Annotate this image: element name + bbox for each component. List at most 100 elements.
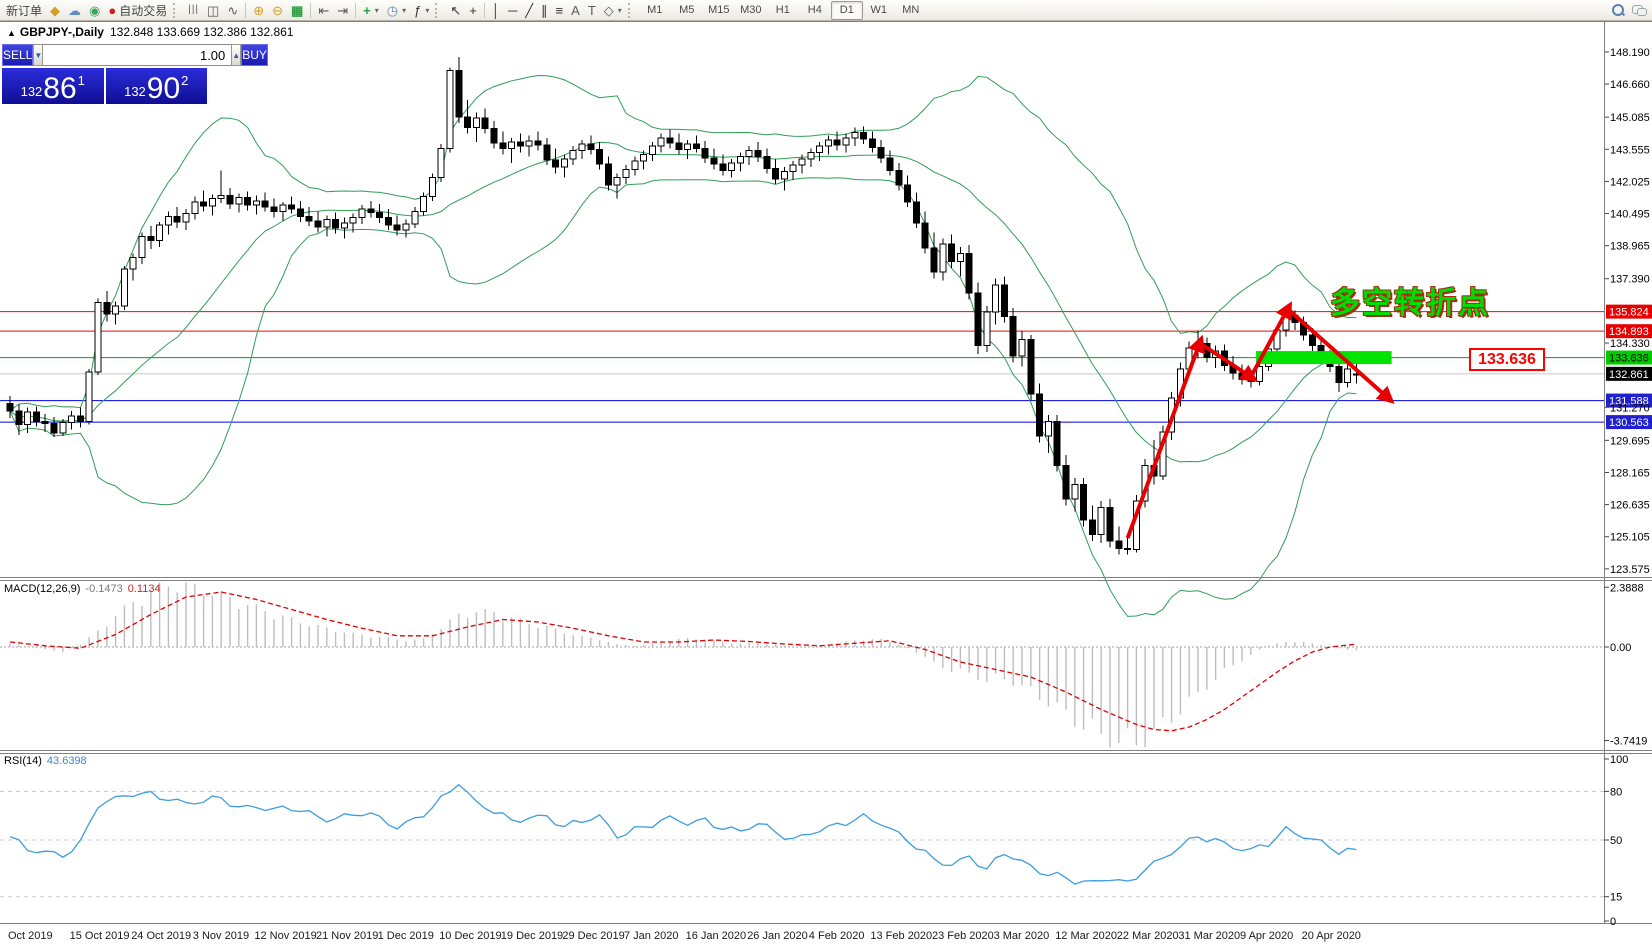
indicators-button[interactable]: ƒ ▾: [414, 2, 430, 18]
periods-button[interactable]: ◷ ▾: [386, 2, 407, 18]
vertical-line-icon[interactable]: │: [491, 2, 500, 18]
timeframe-m1[interactable]: M1: [647, 4, 663, 16]
buy-price-prefix: 132: [124, 84, 146, 99]
timeframe-h4[interactable]: H4: [807, 4, 822, 16]
date-axis-label: Oct 2019: [8, 930, 53, 942]
date-axis-label: 16 Jan 2020: [686, 930, 747, 942]
date-axis-label: 12 Nov 2019: [254, 930, 316, 942]
date-axis-label: 21 Nov 2019: [316, 930, 378, 942]
svg-text:131.270: 131.270: [1610, 402, 1650, 414]
svg-text:132.861: 132.861: [1609, 369, 1649, 381]
horizontal-line-icon[interactable]: ─: [508, 2, 518, 18]
date-axis-label: 29 Dec 2019: [562, 930, 624, 942]
timeframe-m15[interactable]: M15: [708, 4, 730, 16]
zoom-in-icon[interactable]: ⊕: [253, 2, 265, 18]
trendline-icon[interactable]: ╱: [525, 2, 534, 18]
candles-layer: [6, 56, 1360, 555]
rsi-indicator-label: RSI(14) 43.6398: [4, 755, 87, 767]
volume-input[interactable]: [43, 44, 232, 66]
signals-icon[interactable]: ◉: [89, 2, 101, 18]
new-order-button[interactable]: 新订单: [2, 1, 46, 19]
date-axis-label: 26 Jan 2020: [747, 930, 808, 942]
svg-text:0.00: 0.00: [1610, 642, 1631, 654]
axes-layer: 135.824 134.893 133.636 132.861 131.588 130.5…: [0, 21, 1652, 942]
volume-increase-button[interactable]: ▲: [231, 44, 242, 66]
svg-text:2.3888: 2.3888: [1610, 582, 1644, 594]
channel-icon[interactable]: ∥: [541, 2, 548, 18]
timeframe-m5[interactable]: M5: [679, 4, 695, 16]
sell-price-display[interactable]: 132 86 1: [2, 68, 104, 104]
date-axis-label: 22 Mar 2020: [1117, 930, 1179, 942]
rsi-value: 43.6398: [46, 755, 87, 767]
date-axis-label: 13 Feb 2020: [870, 930, 932, 942]
sell-button[interactable]: SELL: [2, 44, 34, 66]
symbol-period-label: GBPJPY-,Daily: [19, 25, 104, 39]
annotation-layer: [1125, 301, 1395, 539]
timeframe-h1[interactable]: H1: [775, 4, 790, 16]
zoom-out-icon[interactable]: ⊖: [272, 2, 284, 18]
toolbar-grip: [627, 2, 635, 18]
timeframe-m30[interactable]: M30: [740, 4, 762, 16]
buy-price-pip: 2: [181, 73, 189, 88]
autotrading-icon: ●: [108, 2, 117, 18]
line-chart-icon[interactable]: ∿: [227, 2, 239, 18]
date-axis-label: 23 Feb 2020: [932, 930, 994, 942]
candlestick-chart-icon[interactable]: ◫: [207, 2, 220, 18]
svg-text:15: 15: [1610, 892, 1622, 904]
date-axis-label: 3 Mar 2020: [994, 930, 1050, 942]
svg-text:148.190: 148.190: [1610, 47, 1650, 59]
level-lines-layer: [0, 311, 1604, 423]
crosshair-icon[interactable]: +: [469, 2, 477, 18]
svg-text:100: 100: [1610, 754, 1628, 766]
svg-text:129.695: 129.695: [1610, 435, 1650, 447]
funnel-icon[interactable]: ◆: [50, 2, 61, 18]
buy-price-display[interactable]: 132 90 2: [105, 68, 207, 104]
date-axis-label: 3 Nov 2019: [193, 930, 249, 942]
chat-icon[interactable]: [1628, 1, 1650, 19]
tile-windows-icon[interactable]: ▦: [291, 2, 304, 18]
search-icon[interactable]: [1608, 1, 1628, 19]
rsi-pane: [0, 783, 1604, 898]
timeframe-d1[interactable]: D1: [830, 0, 863, 20]
svg-text:137.390: 137.390: [1610, 274, 1650, 286]
svg-text:131.588: 131.588: [1609, 396, 1649, 408]
svg-text:123.575: 123.575: [1610, 564, 1650, 576]
level-price-callout[interactable]: 133.636: [1469, 348, 1545, 371]
sell-price-pip: 1: [77, 73, 85, 88]
bollinger-bands-layer: [9, 74, 1357, 617]
turning-point-annotation[interactable]: 多空转折点: [1330, 287, 1490, 320]
svg-text:134.330: 134.330: [1610, 338, 1650, 350]
autotrading-button[interactable]: ● 自动交易: [104, 1, 171, 19]
main-toolbar: 新订单 ◆ ☁ ◉ ● 自动交易 ||| ◫ ∿ ⊕ ⊖ ▦ ⇤ ⇥ + ▾ ◷ ▾…: [0, 0, 1652, 21]
profile-cloud-icon[interactable]: ☁: [68, 2, 82, 18]
date-axis-label: 1 Dec 2019: [378, 930, 434, 942]
auto-scroll-icon[interactable]: ⇤: [318, 2, 330, 18]
text-label-icon[interactable]: T: [587, 2, 596, 18]
ohlc-values: 132.848 133.669 132.386 132.861: [109, 25, 294, 39]
date-axis-label: 15 Oct 2019: [70, 930, 130, 942]
svg-text:133.636: 133.636: [1609, 353, 1649, 365]
fibonacci-icon[interactable]: ≡: [555, 2, 564, 18]
macd-indicator-label: MACD(12,26,9) -0.1473 0.1134: [4, 583, 161, 595]
bar-chart-icon[interactable]: |||: [188, 4, 200, 15]
text-tool-icon[interactable]: A: [571, 2, 580, 18]
timeframe-mn[interactable]: MN: [902, 4, 920, 16]
chart-shift-icon[interactable]: ⇥: [337, 2, 349, 18]
svg-text:50: 50: [1610, 835, 1622, 847]
timeframe-w1[interactable]: W1: [870, 4, 888, 16]
cursor-icon[interactable]: ↖: [450, 2, 462, 18]
new-chart-button[interactable]: + ▾: [363, 2, 379, 18]
date-axis-label: 10 Dec 2019: [439, 930, 501, 942]
collapse-marker-icon[interactable]: ▲: [7, 28, 16, 38]
autotrading-label: 自动交易: [119, 3, 168, 18]
macd-value: -0.1473: [85, 583, 123, 595]
date-axis-label: 4 Feb 2020: [809, 930, 865, 942]
buy-button[interactable]: BUY: [241, 44, 268, 66]
date-axis-label: 9 Apr 2020: [1240, 930, 1293, 942]
svg-text:134.893: 134.893: [1609, 326, 1649, 338]
shapes-button[interactable]: ◇ ▾: [603, 2, 622, 18]
volume-decrease-button[interactable]: ▼: [33, 44, 44, 66]
